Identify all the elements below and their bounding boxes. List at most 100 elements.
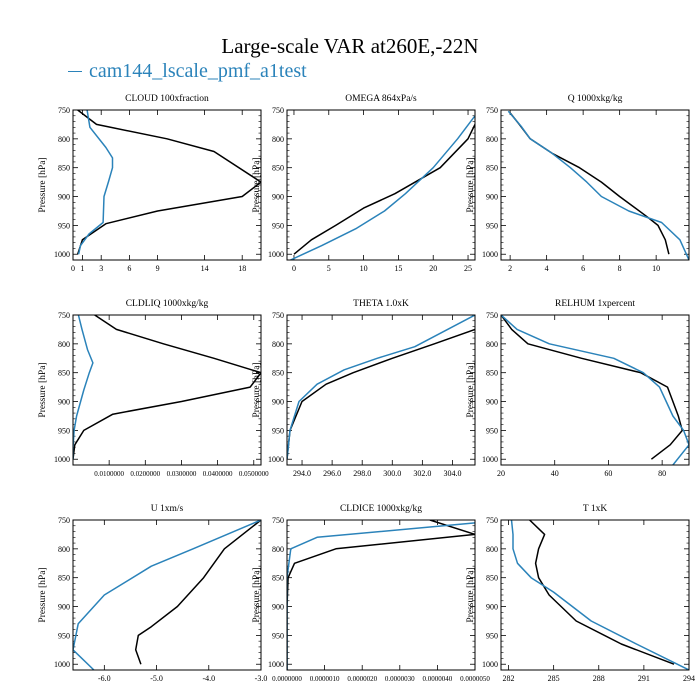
panel-9: T 1xK Pressure [hPa] 750 800 850 900 950 1000 28… <box>466 504 695 683</box>
x-tick-label: 0.0000010 <box>310 675 340 683</box>
y-tick-label: 800 <box>58 545 70 554</box>
y-tick-label: 800 <box>272 135 284 144</box>
plot-frame <box>500 109 690 261</box>
y-tick-label: 800 <box>486 340 498 349</box>
y-tick-label: 1000 <box>482 250 498 259</box>
y-tick-label: 850 <box>272 574 284 583</box>
y-tick-label: 1000 <box>482 455 498 464</box>
x-tick-label: 304.0 <box>443 469 461 478</box>
x-tick-label: 294.0 <box>293 469 311 478</box>
x-tick-label: 300.0 <box>383 469 401 478</box>
y-axis-label: Pressure [hPa] <box>38 567 48 622</box>
x-tick-label: 60 <box>604 469 612 478</box>
x-tick-label: -5.0 <box>150 674 163 683</box>
case-line <box>77 110 114 255</box>
y-tick-label: 950 <box>486 426 498 435</box>
x-tick-label: 2 <box>508 264 512 273</box>
reference-line <box>73 315 261 460</box>
x-tick-label: -3.0 <box>255 674 268 683</box>
y-tick-label: 750 <box>58 516 70 525</box>
y-axis-label: Pressure [hPa] <box>252 157 262 212</box>
panel-title: THETA 1.0xK <box>353 299 409 309</box>
x-tick-label: 10 <box>652 264 660 273</box>
y-tick-label: 1000 <box>54 660 70 669</box>
plot-frame <box>72 109 262 261</box>
panel-title: RELHUM 1xpercent <box>555 299 635 309</box>
x-tick-label: 0 <box>71 264 75 273</box>
plot-frame <box>500 314 690 466</box>
x-tick-label: 8 <box>618 264 622 273</box>
y-tick-label: 900 <box>486 193 498 202</box>
x-tick-label: 5 <box>327 264 331 273</box>
x-tick-label: 1 <box>80 264 84 273</box>
y-tick-label: 1000 <box>54 250 70 259</box>
x-tick-label: 20 <box>429 264 437 273</box>
panel-title: CLDICE 1000xkg/kg <box>340 504 422 514</box>
panel-1: CLOUD 100xfraction Pressure [hPa] 750 800 85… <box>38 93 262 273</box>
y-tick-label: 850 <box>58 574 70 583</box>
x-tick-label: 14 <box>201 264 209 273</box>
x-tick-label: 4 <box>545 264 549 273</box>
y-tick-label: 850 <box>58 164 70 173</box>
y-tick-label: 800 <box>486 135 498 144</box>
x-tick-label: 0.0500000 <box>239 470 269 478</box>
y-tick-label: 850 <box>272 369 284 378</box>
x-tick-label: 0.0000040 <box>423 675 453 683</box>
x-tick-label: 10 <box>360 264 368 273</box>
y-tick-label: 750 <box>486 311 498 320</box>
case-line <box>287 315 475 460</box>
plot-frame <box>500 519 690 671</box>
y-tick-label: 900 <box>486 398 498 407</box>
y-tick-label: 750 <box>58 311 70 320</box>
x-tick-label: 3 <box>99 264 103 273</box>
y-tick-label: 900 <box>58 193 70 202</box>
case-line <box>73 315 94 460</box>
case-line <box>73 520 261 670</box>
x-tick-label: 15 <box>394 264 402 273</box>
case-line <box>287 522 475 670</box>
y-tick-label: 950 <box>486 631 498 640</box>
y-tick-label: 1000 <box>54 455 70 464</box>
panel-2: OMEGA 864xPa/s Pressure [hPa] 750 800 850 900… <box>252 94 476 273</box>
panel-title: CLDLIQ 1000xkg/kg <box>126 299 209 309</box>
x-tick-label: 0.0000030 <box>385 675 415 683</box>
x-tick-label: 40 <box>551 469 559 478</box>
y-axis-label: Pressure [hPa] <box>466 362 476 417</box>
reference-line <box>529 520 675 665</box>
legend: cam144_lscale_pmf_a1test <box>68 60 307 83</box>
reference-line <box>509 112 670 255</box>
x-tick-label: -4.0 <box>202 674 215 683</box>
x-tick-label: 20 <box>497 469 505 478</box>
y-tick-label: 900 <box>272 193 284 202</box>
x-tick-label: 285 <box>548 674 560 683</box>
x-tick-label: -6.0 <box>98 674 111 683</box>
y-tick-label: 750 <box>272 106 284 115</box>
y-tick-label: 750 <box>272 516 284 525</box>
y-axis-label: Pressure [hPa] <box>466 567 476 622</box>
y-tick-label: 750 <box>486 516 498 525</box>
legend-label: cam144_lscale_pmf_a1test <box>89 60 307 82</box>
y-tick-label: 950 <box>58 631 70 640</box>
y-tick-label: 950 <box>486 221 498 230</box>
panel-title: CLOUD 100xfraction <box>125 93 209 104</box>
y-tick-label: 900 <box>486 603 498 612</box>
y-tick-label: 750 <box>272 311 284 320</box>
x-tick-label: 0.0300000 <box>167 470 197 478</box>
panel-7: U 1xm/s Pressure [hPa] 750 800 850 900 950 1000… <box>38 504 267 683</box>
y-tick-label: 750 <box>58 106 70 115</box>
y-axis-label: Pressure [hPa] <box>38 157 48 212</box>
x-tick-label: 282 <box>503 674 515 683</box>
case-line <box>501 315 689 465</box>
y-tick-label: 1000 <box>268 250 284 259</box>
x-tick-label: 302.0 <box>413 469 431 478</box>
y-tick-label: 950 <box>272 426 284 435</box>
plot-frame <box>286 519 476 671</box>
y-tick-label: 900 <box>272 398 284 407</box>
x-tick-label: 298.0 <box>353 469 371 478</box>
case-line <box>290 115 475 260</box>
y-tick-label: 750 <box>486 106 498 115</box>
x-tick-label: 288 <box>593 674 605 683</box>
plot-frame <box>286 314 476 466</box>
y-tick-label: 950 <box>272 221 284 230</box>
